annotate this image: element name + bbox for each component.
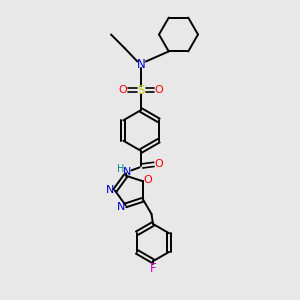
Text: N: N (106, 184, 114, 195)
Text: O: O (143, 175, 152, 185)
Text: O: O (154, 159, 163, 170)
Text: S: S (137, 83, 145, 97)
Text: O: O (118, 85, 127, 95)
Text: H: H (117, 164, 124, 174)
Text: N: N (123, 167, 132, 177)
Text: O: O (154, 85, 164, 95)
Text: N: N (136, 58, 146, 71)
Text: F: F (150, 262, 156, 275)
Text: N: N (117, 202, 125, 212)
